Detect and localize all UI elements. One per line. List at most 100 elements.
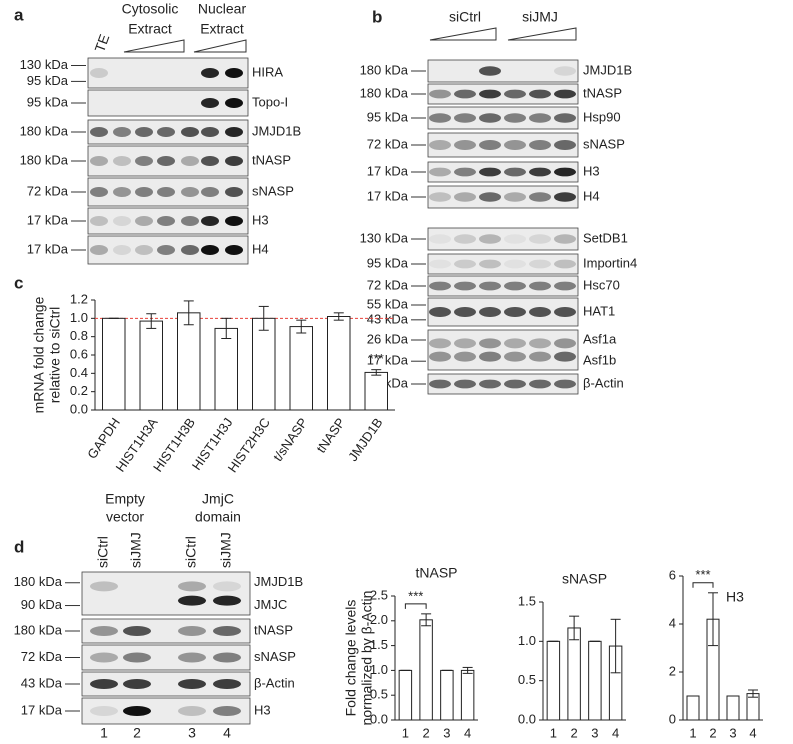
- band: [454, 338, 476, 349]
- blot-strip: [427, 106, 579, 130]
- band: [201, 68, 219, 78]
- y-tick-label: 1.2: [70, 291, 88, 306]
- band: [181, 245, 199, 255]
- blot-strip: [427, 275, 579, 297]
- x-tick-label: 3: [443, 725, 450, 740]
- band: [113, 187, 131, 197]
- y-tick-label: 1.0: [518, 633, 536, 648]
- marker-label: 43 kDa: [21, 675, 63, 690]
- band: [90, 187, 108, 197]
- band: [181, 156, 199, 166]
- x-tick-label: GAPDH: [84, 415, 123, 461]
- protein-label: H3: [583, 163, 600, 178]
- band: [201, 98, 219, 108]
- band: [123, 652, 151, 663]
- y-tick-label: 0.0: [70, 401, 88, 416]
- band: [90, 581, 118, 592]
- band: [225, 156, 243, 166]
- band: [479, 379, 501, 389]
- band: [225, 245, 243, 255]
- marker-label: 17 kDa: [367, 353, 409, 368]
- protein-label: Hsc70: [583, 277, 620, 292]
- x-tick-label: 4: [464, 725, 471, 740]
- band: [554, 140, 576, 150]
- y-tick-label: 1.5: [370, 637, 388, 652]
- protein-label: sNASP: [252, 183, 294, 198]
- x-tick-label: t/sNASP: [270, 415, 310, 464]
- group-label: siCtrl: [449, 9, 481, 25]
- band: [529, 234, 551, 244]
- protein-label: JMJD1B: [252, 123, 301, 138]
- significance: ***: [408, 588, 423, 603]
- lane-number: 3: [188, 725, 196, 741]
- band: [454, 167, 476, 177]
- band: [454, 351, 476, 362]
- protein-label: Importin4: [583, 255, 637, 270]
- bar: [419, 619, 433, 721]
- protein-label: tNASP: [254, 622, 293, 637]
- protein-label: Hsp90: [583, 109, 621, 124]
- blot-strip: [427, 161, 579, 183]
- band: [504, 351, 526, 362]
- protein-label: H3: [252, 212, 269, 227]
- band: [554, 167, 576, 177]
- lane-label: siCtrl: [183, 536, 199, 568]
- band: [504, 338, 526, 349]
- x-tick-label: 2: [571, 725, 578, 740]
- bar: [440, 669, 454, 721]
- blot-strip: [427, 132, 579, 158]
- band: [479, 338, 501, 349]
- band: [479, 281, 501, 291]
- band: [429, 259, 451, 269]
- y-tick-label: 0: [669, 711, 676, 726]
- band: [529, 338, 551, 349]
- band: [225, 127, 243, 137]
- band: [479, 167, 501, 177]
- marker-label: 17 kDa: [27, 212, 69, 227]
- band: [429, 281, 451, 291]
- marker-label: 72 kDa: [367, 136, 409, 151]
- band: [529, 281, 551, 291]
- marker-label: 95 kDa: [367, 255, 409, 270]
- marker-label: 55 kDa: [367, 296, 409, 311]
- band: [213, 626, 241, 636]
- marker-label: 180 kDa: [360, 85, 409, 100]
- band: [157, 127, 175, 137]
- band: [213, 581, 241, 592]
- band: [213, 679, 241, 689]
- y-axis-label: normalized by β-Actin: [359, 591, 375, 726]
- bar: [289, 326, 313, 411]
- bar: [398, 669, 413, 721]
- band: [554, 89, 576, 99]
- y-tick-label: 4: [669, 615, 676, 630]
- band: [529, 113, 551, 123]
- band: [178, 581, 206, 592]
- band: [157, 245, 175, 255]
- group-label: Extract: [200, 21, 244, 37]
- band: [429, 338, 451, 349]
- band: [201, 187, 219, 197]
- marker-label: 72 kDa: [21, 649, 63, 664]
- bar: [214, 327, 238, 411]
- band: [504, 113, 526, 123]
- panel-letter: a: [14, 5, 24, 24]
- band: [504, 259, 526, 269]
- band: [90, 626, 118, 636]
- group-label: Extract: [128, 21, 172, 37]
- band: [429, 113, 451, 123]
- lane-label: siJMJ: [128, 532, 144, 568]
- band: [479, 192, 501, 202]
- band: [554, 259, 576, 269]
- band: [429, 307, 451, 317]
- group-label: Nuclear: [198, 1, 247, 17]
- band: [479, 113, 501, 123]
- bar: [139, 320, 163, 411]
- band: [454, 379, 476, 389]
- band: [454, 113, 476, 123]
- band: [90, 706, 118, 716]
- band: [429, 167, 451, 177]
- x-tick-label: 1: [689, 725, 696, 740]
- band: [554, 379, 576, 389]
- band: [113, 127, 131, 137]
- marker-label: 72 kDa: [27, 183, 69, 198]
